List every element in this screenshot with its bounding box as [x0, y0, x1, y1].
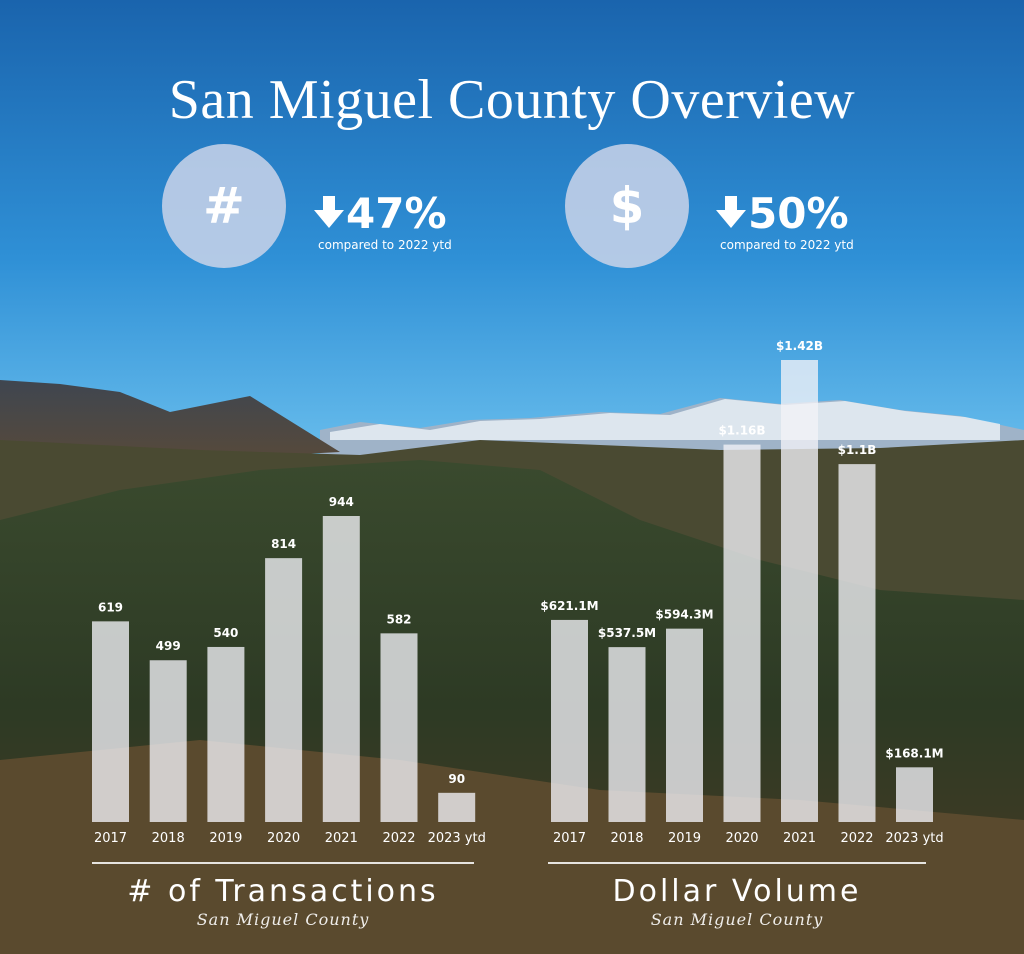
x-tick-label: 2018 — [152, 831, 185, 846]
data-label: $168.1M — [885, 746, 943, 760]
chart-title-transactions: # of Transactions — [127, 874, 439, 909]
x-tick-label: 2023 ytd — [885, 831, 943, 846]
bar-2023-ytd — [896, 767, 933, 822]
bar-2018 — [149, 660, 187, 822]
chart-divider-right — [548, 862, 926, 864]
arrow-down-icon — [716, 196, 746, 228]
transactions-change-value: 47% — [346, 189, 447, 238]
x-tick-label: 2019 — [668, 831, 701, 846]
chart-dollar-volume: $621.1M 2017 $537.5M 2018 $594.3M 2019 $1.16B 2… — [540, 339, 943, 846]
bar-2022 — [380, 633, 418, 822]
data-label: $594.3M — [655, 608, 713, 622]
x-tick-label: 2022 — [840, 831, 873, 846]
arrow-down-icon — [314, 196, 344, 228]
bar-2017 — [551, 619, 588, 822]
bar-2023-ytd — [438, 792, 476, 822]
transactions-change-note: compared to 2022 ytd — [318, 238, 452, 252]
x-tick-label: 2023 ytd — [428, 831, 486, 846]
x-tick-label: 2021 — [325, 831, 358, 846]
bar-2020 — [265, 558, 303, 822]
chart-divider-left — [92, 862, 474, 864]
data-label: 814 — [271, 537, 296, 551]
x-tick-label: 2017 — [553, 831, 586, 846]
data-label: 499 — [156, 639, 181, 653]
chart-transactions: 619 2017 499 2018 540 2019 814 2020 944 2021 582 20… — [92, 495, 486, 846]
page-title: San Miguel County Overview — [168, 69, 856, 131]
x-tick-label: 2018 — [610, 831, 643, 846]
bar-2019 — [207, 646, 245, 822]
hash-icon: # — [162, 144, 286, 268]
x-tick-label: 2020 — [725, 831, 758, 846]
bar-2017 — [92, 621, 129, 822]
bar-2020 — [723, 444, 761, 822]
x-tick-label: 2022 — [382, 831, 415, 846]
dollar-change-note: compared to 2022 ytd — [720, 238, 854, 252]
bar-2018 — [608, 647, 646, 822]
data-label: $1.16B — [718, 424, 765, 438]
bar-2021 — [781, 360, 818, 822]
chart-subtitle-transactions: San Miguel County — [196, 910, 370, 929]
bar-2022 — [838, 464, 876, 822]
x-tick-label: 2021 — [783, 831, 816, 846]
x-tick-label: 2020 — [267, 831, 300, 846]
data-label: 619 — [98, 600, 123, 614]
foreground-slope — [0, 740, 1024, 954]
data-label: 944 — [329, 495, 354, 509]
dollar-change-value: 50% — [748, 189, 849, 238]
bar-2021 — [322, 516, 360, 822]
snow-peaks — [330, 399, 1000, 440]
data-label: $1.1B — [838, 443, 877, 457]
data-label: 582 — [386, 612, 411, 626]
dollar-icon: $ — [565, 144, 689, 268]
data-label: 90 — [448, 772, 465, 786]
chart-subtitle-dollar-volume: San Miguel County — [650, 910, 824, 929]
x-tick-label: 2017 — [94, 831, 127, 846]
data-label: 540 — [213, 626, 238, 640]
bar-2019 — [666, 628, 703, 822]
chart-title-dollar-volume: Dollar Volume — [612, 874, 862, 909]
data-label: $621.1M — [540, 599, 598, 613]
x-tick-label: 2019 — [209, 831, 242, 846]
data-label: $537.5M — [598, 626, 656, 640]
data-label: $1.42B — [776, 339, 823, 353]
